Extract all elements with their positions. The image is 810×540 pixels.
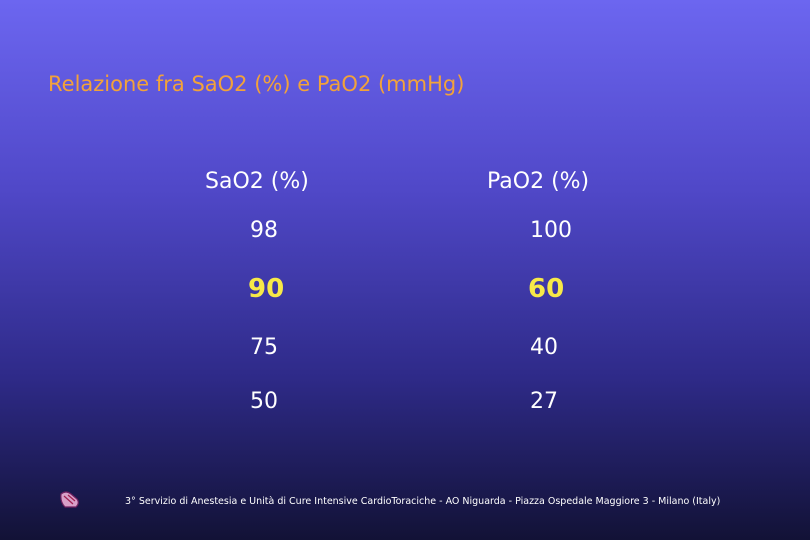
table-cell: 75 <box>250 335 278 360</box>
table-cell: 60 <box>528 274 565 304</box>
table-cell: 98 <box>250 218 278 243</box>
table-cell: 27 <box>530 389 558 414</box>
footer-text: 3° Servizio di Anestesia e Unità di Cure… <box>125 496 721 507</box>
slide-title: Relazione fra SaO2 (%) e PaO2 (mmHg) <box>48 72 465 96</box>
logo-icon <box>60 491 79 508</box>
column-header: PaO2 (%) <box>487 169 590 194</box>
table-cell: 50 <box>250 389 278 414</box>
table-cell: 90 <box>248 274 285 304</box>
column-header: SaO2 (%) <box>205 169 309 194</box>
table-cell: 100 <box>530 218 572 243</box>
table-cell: 40 <box>530 335 558 360</box>
